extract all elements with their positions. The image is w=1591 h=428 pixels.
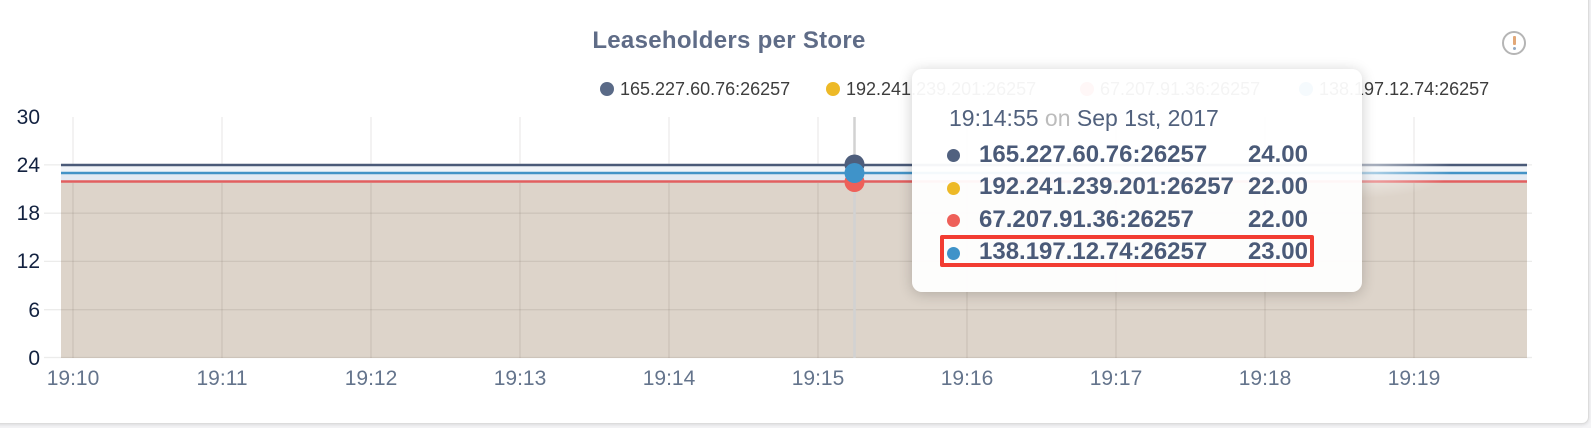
svg-text:12: 12	[17, 250, 40, 273]
svg-text:19:10: 19:10	[47, 367, 100, 390]
svg-text:19:14: 19:14	[643, 367, 696, 390]
svg-text:19:15: 19:15	[792, 367, 845, 390]
svg-text:18: 18	[17, 202, 40, 225]
svg-text:19:19: 19:19	[1388, 367, 1441, 390]
svg-text:19:18: 19:18	[1239, 367, 1292, 390]
svg-text:19:17: 19:17	[1090, 367, 1143, 390]
svg-text:30: 30	[17, 106, 40, 129]
svg-text:19:13: 19:13	[494, 367, 547, 390]
svg-text:19:12: 19:12	[345, 367, 398, 390]
svg-text:19:11: 19:11	[197, 367, 248, 390]
svg-text:24: 24	[17, 154, 41, 177]
svg-text:0: 0	[28, 347, 40, 370]
svg-text:19:16: 19:16	[941, 367, 994, 390]
svg-text:6: 6	[28, 299, 40, 322]
